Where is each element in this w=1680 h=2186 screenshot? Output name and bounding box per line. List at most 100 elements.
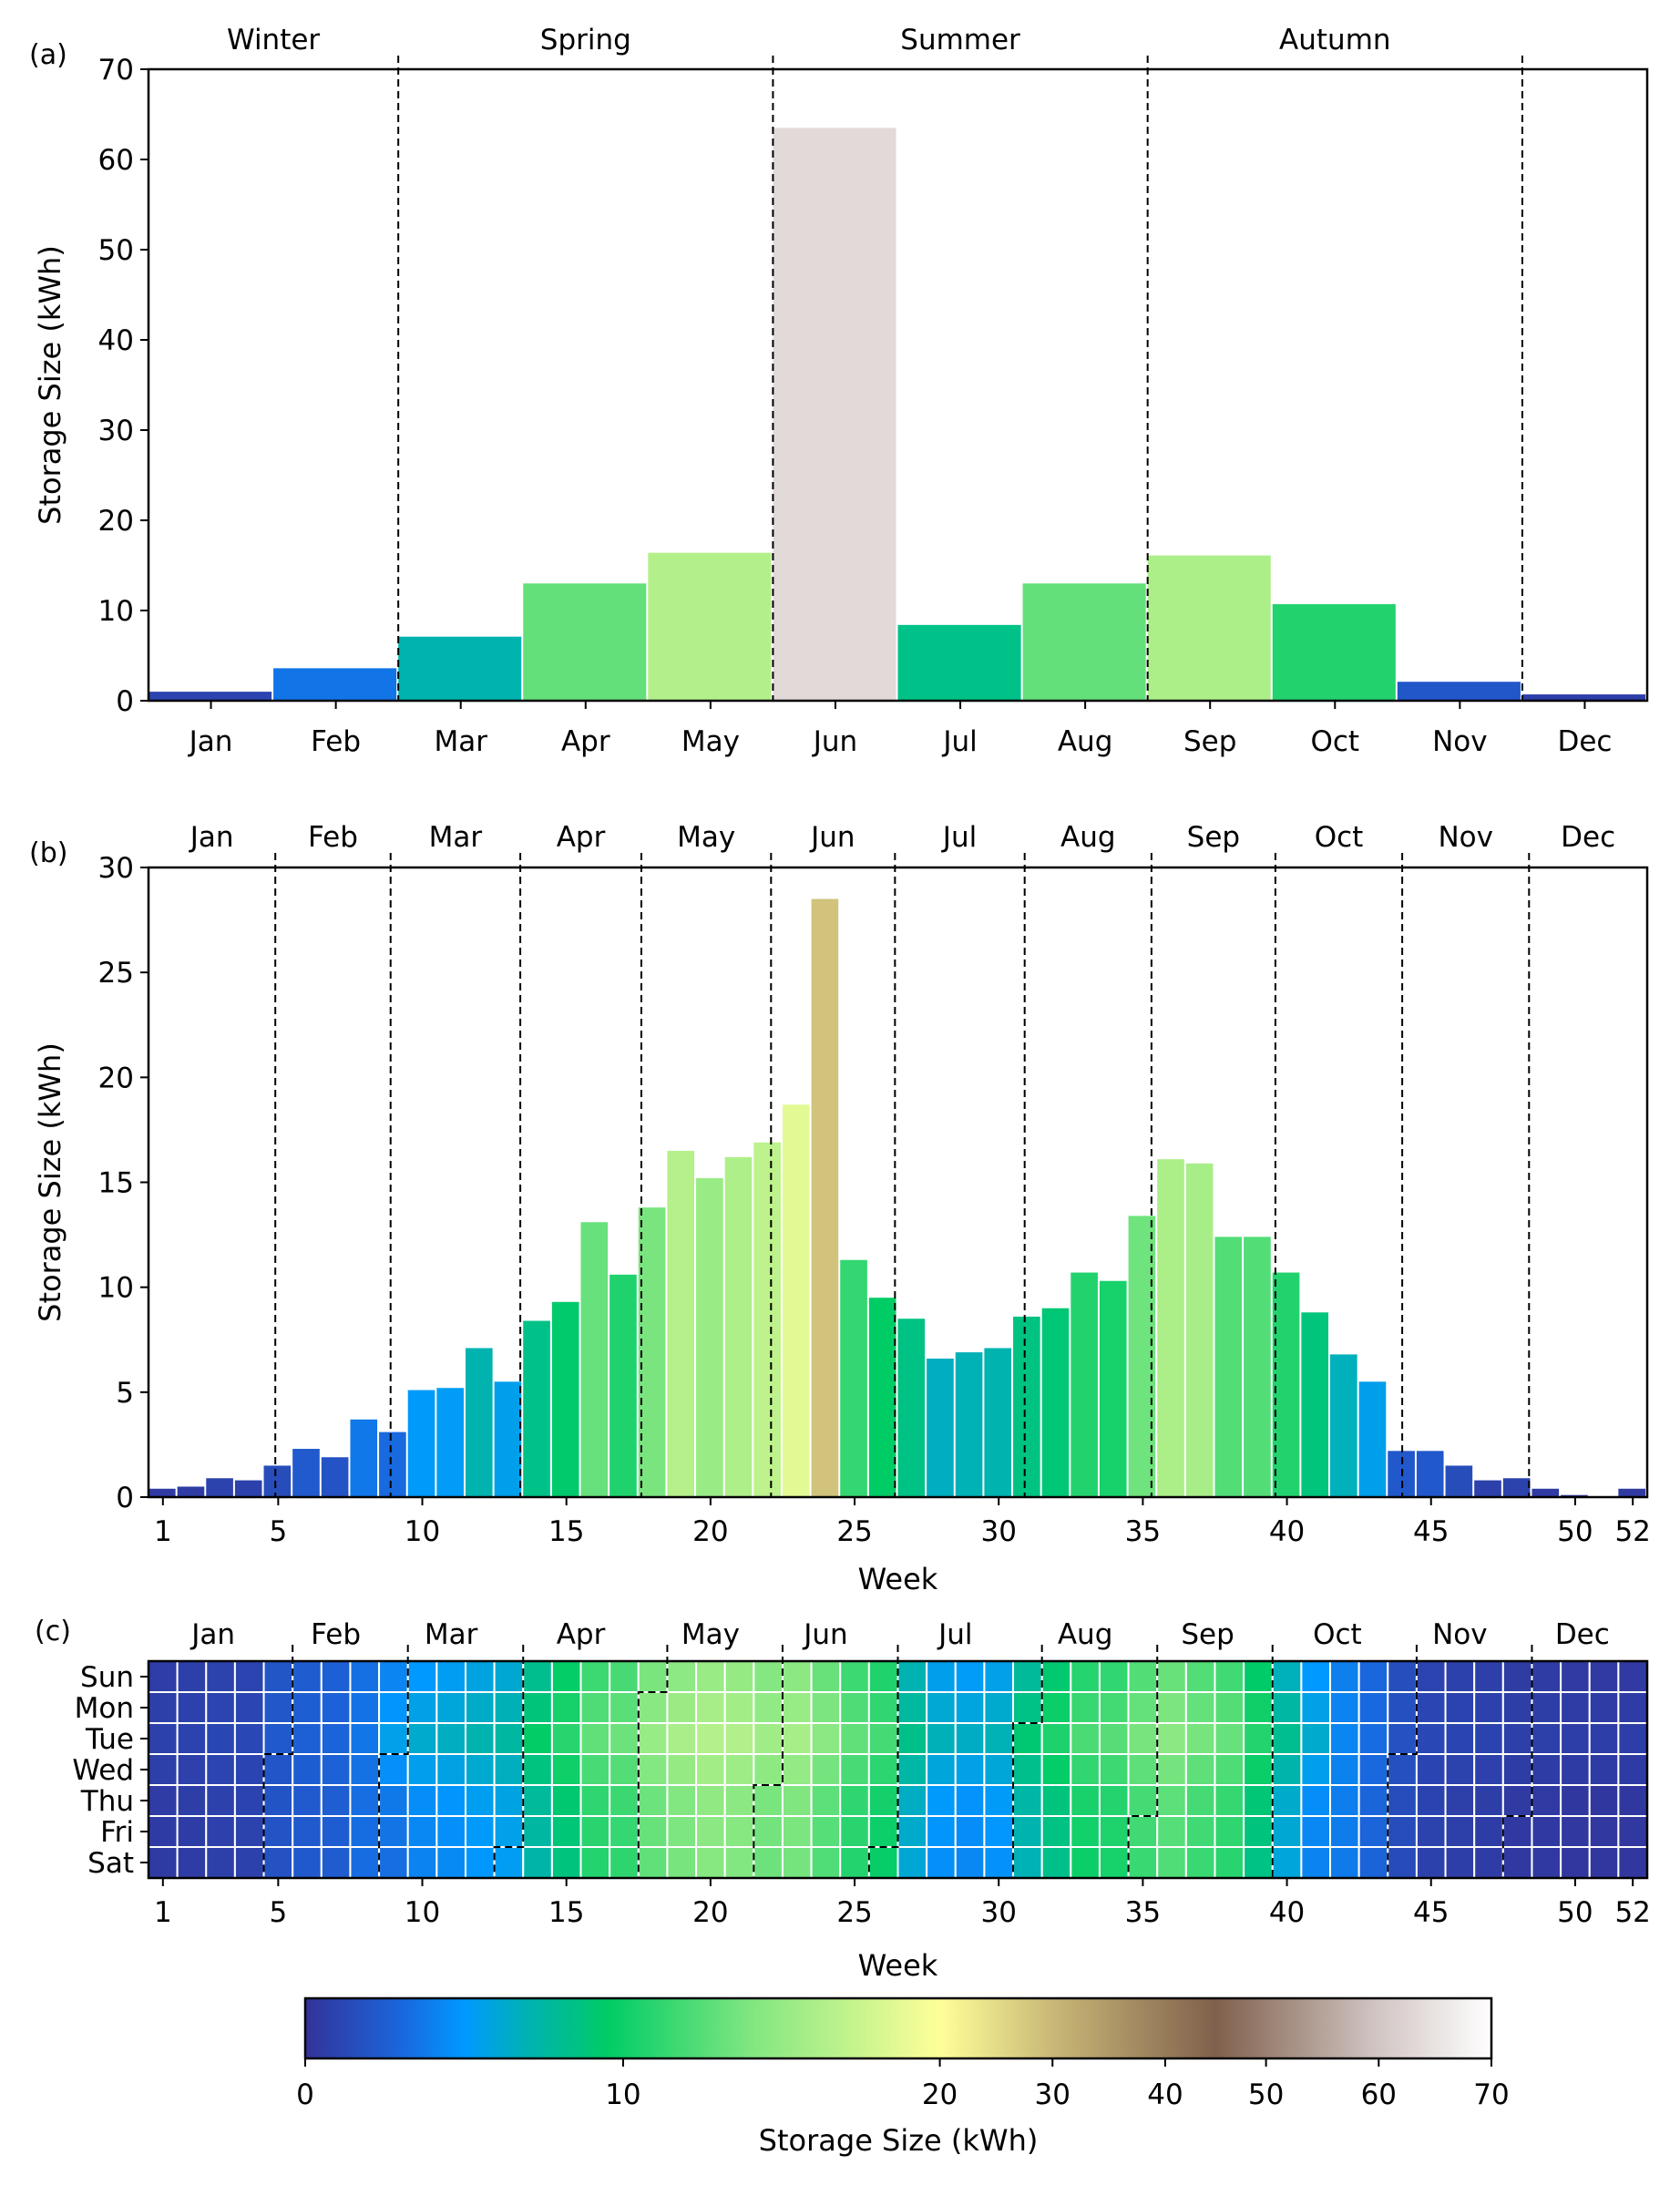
heatmap-cell bbox=[810, 1691, 842, 1724]
x-tick-label: Apr bbox=[561, 725, 610, 758]
heatmap-cell bbox=[1300, 1691, 1332, 1724]
heatmap-cell bbox=[954, 1660, 986, 1693]
day-label: Wed bbox=[72, 1754, 134, 1787]
heatmap-cell bbox=[637, 1691, 669, 1724]
day-label: Mon bbox=[75, 1692, 134, 1725]
panel-b: Jan Feb Mar Apr May Jun Jul Aug Sep Oct Nov Dec 0 5 10… bbox=[29, 821, 1651, 1596]
heatmap-cell bbox=[781, 1815, 813, 1848]
heatmap-cell bbox=[320, 1691, 352, 1724]
heatmap-cell bbox=[1184, 1846, 1216, 1879]
heatmap-cell bbox=[1444, 1691, 1476, 1724]
heatmap-cell bbox=[1329, 1722, 1360, 1755]
x-tick-label: Jan bbox=[188, 725, 233, 758]
x-tick-label: 5 bbox=[269, 1896, 287, 1929]
heatmap-cell bbox=[550, 1753, 582, 1786]
heatmap-cell bbox=[867, 1846, 899, 1879]
heatmap-cell bbox=[1501, 1691, 1533, 1724]
heatmap-cell bbox=[781, 1691, 813, 1724]
x-tick-label: 45 bbox=[1413, 1515, 1449, 1548]
heatmap-cell bbox=[983, 1691, 1015, 1724]
heatmap-cell bbox=[1300, 1722, 1332, 1755]
heatmap-cell bbox=[464, 1691, 496, 1724]
heatmap-cell bbox=[1387, 1660, 1418, 1693]
heatmap-cell bbox=[1156, 1691, 1187, 1724]
x-tick-label: 52 bbox=[1614, 1515, 1650, 1548]
heatmap-cell bbox=[1357, 1815, 1389, 1848]
x-tick-label: 50 bbox=[1557, 1896, 1593, 1929]
week-bar bbox=[610, 1274, 637, 1497]
heatmap-cell bbox=[753, 1846, 784, 1879]
x-tick-label: Aug bbox=[1058, 725, 1113, 758]
heatmap-cell bbox=[609, 1815, 640, 1848]
heatmap-cell bbox=[1156, 1753, 1187, 1786]
heatmap-cell bbox=[1214, 1660, 1245, 1693]
heatmap-cell bbox=[550, 1722, 582, 1755]
heatmap-cell bbox=[781, 1753, 813, 1786]
heatmap-cell bbox=[1588, 1660, 1620, 1693]
heatmap-cell bbox=[983, 1722, 1015, 1755]
heatmap-cell bbox=[579, 1784, 611, 1817]
heatmap-cell bbox=[1156, 1846, 1187, 1879]
heatmap-cell bbox=[1184, 1753, 1216, 1786]
heatmap-cell bbox=[1387, 1846, 1418, 1879]
season-label: Spring bbox=[540, 24, 631, 56]
heatmap-cell bbox=[148, 1846, 179, 1879]
heatmap-cell bbox=[1387, 1815, 1418, 1848]
heatmap-cell bbox=[810, 1753, 842, 1786]
season-label: Autumn bbox=[1279, 24, 1391, 56]
heatmap-cell bbox=[1473, 1753, 1504, 1786]
week-bar bbox=[1502, 1478, 1531, 1497]
heatmap-cell bbox=[435, 1660, 466, 1693]
heatmap-cell bbox=[493, 1691, 525, 1724]
heatmap-cell bbox=[550, 1660, 582, 1693]
heatmap-cell bbox=[435, 1784, 466, 1817]
heatmap-cell bbox=[1184, 1722, 1216, 1755]
heatmap-cell bbox=[550, 1784, 582, 1817]
week-bar bbox=[667, 1150, 695, 1497]
heatmap-cell bbox=[1300, 1660, 1332, 1693]
heatmap-cell bbox=[609, 1660, 640, 1693]
month-divider bbox=[378, 1645, 409, 1878]
heatmap-cell bbox=[1040, 1784, 1072, 1817]
heatmap-cell bbox=[493, 1660, 525, 1693]
heatmap-cell bbox=[406, 1660, 438, 1693]
heatmap-cell bbox=[148, 1784, 179, 1817]
heatmap-cell bbox=[292, 1691, 323, 1724]
heatmap-cell bbox=[522, 1846, 553, 1879]
heatmap-cell bbox=[1012, 1691, 1043, 1724]
week-bar bbox=[840, 1259, 867, 1497]
heatmap-cell bbox=[1184, 1691, 1216, 1724]
heatmap-cell bbox=[292, 1846, 323, 1879]
heatmap-cell bbox=[1444, 1784, 1476, 1817]
heatmap-cell bbox=[666, 1784, 698, 1817]
heatmap-cell bbox=[666, 1753, 698, 1786]
heatmap-cell bbox=[292, 1753, 323, 1786]
heatmap-cell bbox=[926, 1846, 957, 1879]
month-bar bbox=[1521, 694, 1645, 701]
colorbar-tick-label: 60 bbox=[1361, 2078, 1397, 2111]
heatmap-cell bbox=[262, 1784, 294, 1817]
heatmap-cell bbox=[609, 1691, 640, 1724]
heatmap-cell bbox=[1531, 1784, 1562, 1817]
heatmap-cell bbox=[406, 1753, 438, 1786]
heatmap-cell bbox=[262, 1815, 294, 1848]
heatmap-cell bbox=[349, 1691, 381, 1724]
month-bar bbox=[1022, 583, 1146, 701]
month-bar bbox=[1147, 555, 1271, 701]
heatmap-cell bbox=[695, 1691, 726, 1724]
month-label: Apr bbox=[557, 821, 606, 854]
heatmap-cell bbox=[378, 1660, 409, 1693]
heatmap-cell bbox=[926, 1691, 957, 1724]
heatmap-cell bbox=[1329, 1846, 1360, 1879]
week-bar bbox=[1618, 1488, 1645, 1497]
heatmap-cell bbox=[1271, 1846, 1303, 1879]
x-tick-label: Dec bbox=[1557, 725, 1612, 758]
day-label: Sat bbox=[87, 1847, 134, 1880]
heatmap-cell bbox=[1531, 1722, 1562, 1755]
month-divider bbox=[1012, 1645, 1043, 1878]
month-label: Apr bbox=[557, 1618, 606, 1651]
heatmap-cell bbox=[637, 1784, 669, 1817]
heatmap-cell bbox=[1560, 1753, 1591, 1786]
heatmap-cell bbox=[1214, 1815, 1245, 1848]
heatmap-cell bbox=[1184, 1815, 1216, 1848]
